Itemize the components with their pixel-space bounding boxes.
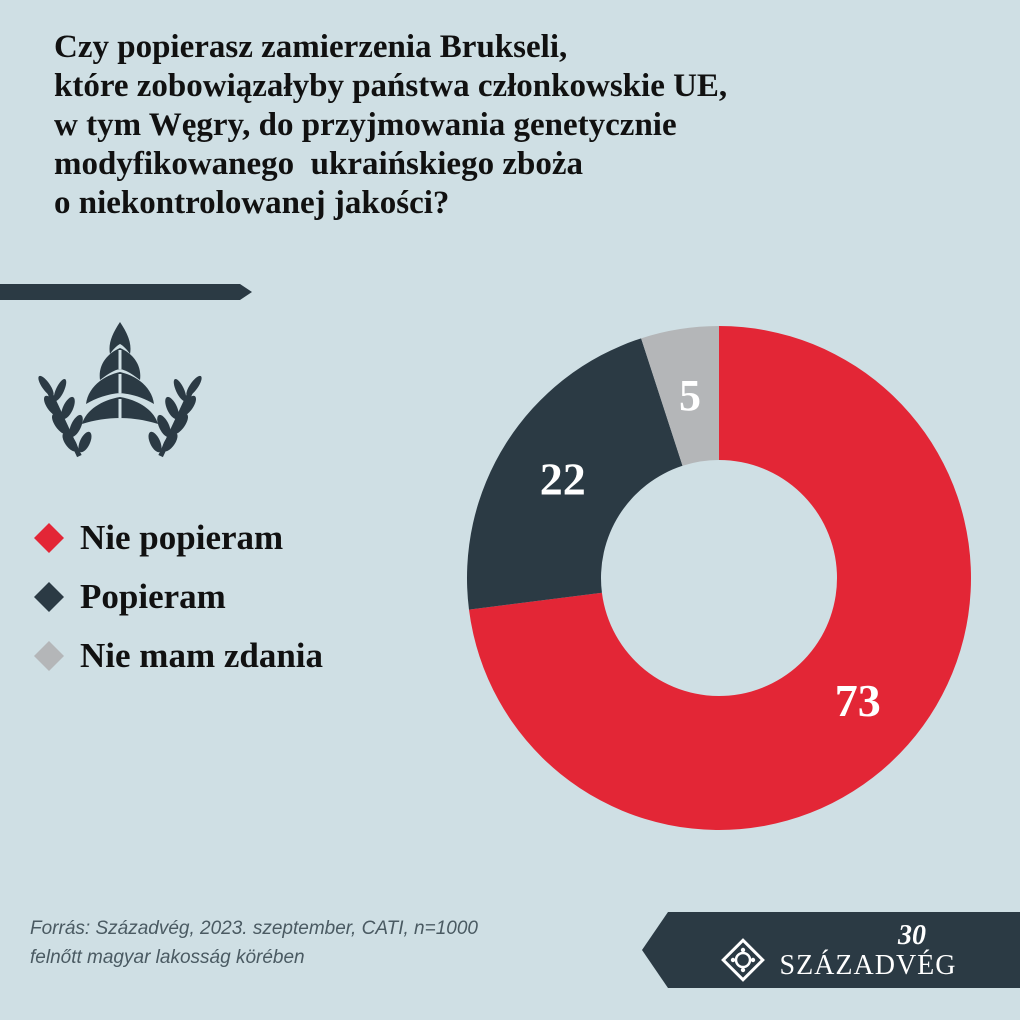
legend-item-popieram: Popieram <box>32 577 323 617</box>
donut-slice-1 <box>468 326 971 830</box>
legend-item-nie-popieram: Nie popieram <box>32 518 323 558</box>
logo-wordmark: SZÁZADVÉG <box>780 950 957 981</box>
title-line: w tym Węgry, do przyjmowania genetycznie <box>54 107 677 143</box>
legend-label: Nie popieram <box>80 518 284 557</box>
divider-bar <box>0 284 252 300</box>
title-line: o niekontrolowanej jakości? <box>54 185 450 221</box>
diamond-icon <box>34 641 64 671</box>
source-line: Forrás: Századvég, 2023. szeptember, CAT… <box>30 918 478 939</box>
legend-item-nie-mam-zdania: Nie mam zdania <box>32 636 323 676</box>
legend-label: Nie mam zdania <box>80 636 324 675</box>
source-note: Forrás: Századvég, 2023. szeptember, CAT… <box>30 914 478 972</box>
source-line: felnőtt magyar lakosság körében <box>30 947 305 968</box>
legend-label: Popieram <box>80 577 226 616</box>
wheat-hop-icon <box>38 322 202 458</box>
data-label-2: 22 <box>540 453 586 504</box>
donut-slice-2 <box>467 338 683 610</box>
title-line: które zobowiązałyby państwa członkowskie… <box>54 68 728 104</box>
donut-slice-3 <box>641 326 719 466</box>
data-label-1: 73 <box>835 675 881 726</box>
legend: Nie popieram Popieram Nie mam zdania <box>32 518 323 695</box>
data-label-3: 5 <box>679 371 701 420</box>
title-line: Czy popierasz zamierzenia Brukseli, <box>54 29 568 65</box>
title-line: modyfikowanego ukraińskiego zboża <box>54 146 583 182</box>
logo-emblem-icon <box>721 938 765 982</box>
page-title: Czy popierasz zamierzenia Brukseli, któr… <box>54 28 954 223</box>
diamond-icon <box>34 582 64 612</box>
diamond-icon <box>34 523 64 553</box>
logo-anniversary: 30 <box>897 920 926 951</box>
